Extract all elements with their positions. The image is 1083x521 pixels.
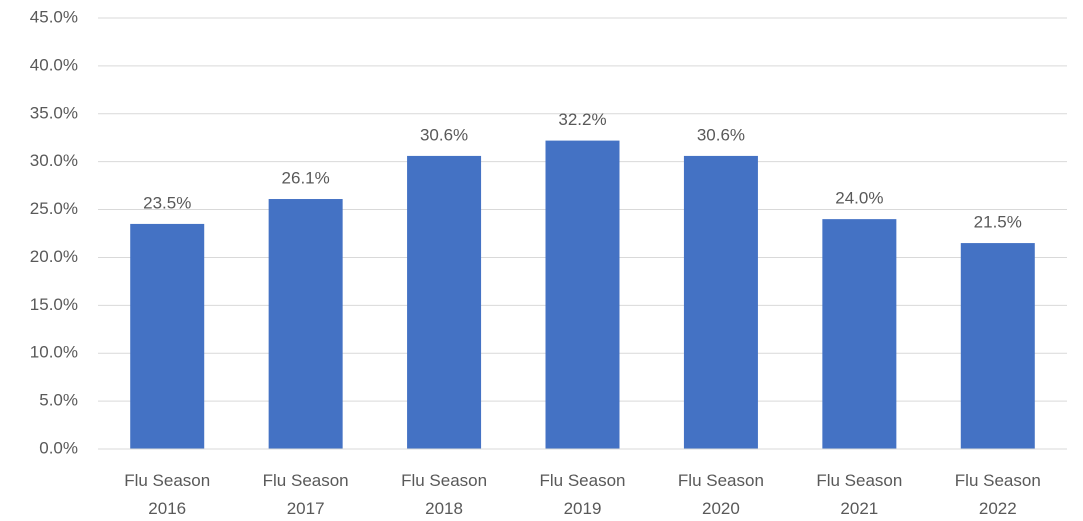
y-tick-label: 15.0%	[30, 295, 78, 314]
data-label: 32.2%	[558, 110, 606, 129]
data-label: 30.6%	[697, 125, 745, 144]
bar	[268, 199, 343, 449]
data-label: 26.1%	[282, 169, 330, 188]
bar	[822, 219, 897, 449]
y-tick-label: 0.0%	[39, 438, 78, 457]
y-tick-label: 20.0%	[30, 247, 78, 266]
bar	[545, 140, 620, 449]
x-tick-label: Flu Season 2018	[401, 471, 488, 518]
bar	[407, 155, 482, 450]
x-tick-label: Flu Season 2019	[539, 471, 626, 518]
bar	[960, 243, 1035, 449]
y-tick-label: 25.0%	[30, 199, 78, 218]
y-tick-label: 30.0%	[30, 151, 78, 170]
y-tick-label: 35.0%	[30, 103, 78, 122]
x-tick-label: Flu Season 2016	[124, 471, 211, 518]
bar	[683, 155, 758, 450]
data-label: 30.6%	[420, 125, 468, 144]
x-tick-label: Flu Season 2021	[816, 471, 903, 518]
y-tick-label: 40.0%	[30, 55, 78, 74]
data-label: 21.5%	[974, 213, 1022, 232]
data-label: 24.0%	[835, 189, 883, 208]
data-label: 23.5%	[143, 193, 191, 212]
bar	[130, 223, 205, 449]
y-tick-label: 45.0%	[30, 7, 78, 26]
y-tick-label: 10.0%	[30, 343, 78, 362]
y-tick-label: 5.0%	[39, 391, 78, 410]
x-tick-label: Flu Season 2020	[677, 471, 764, 518]
x-tick-label: Flu Season 2017	[262, 471, 349, 518]
x-tick-label: Flu Season 2022	[954, 471, 1041, 518]
